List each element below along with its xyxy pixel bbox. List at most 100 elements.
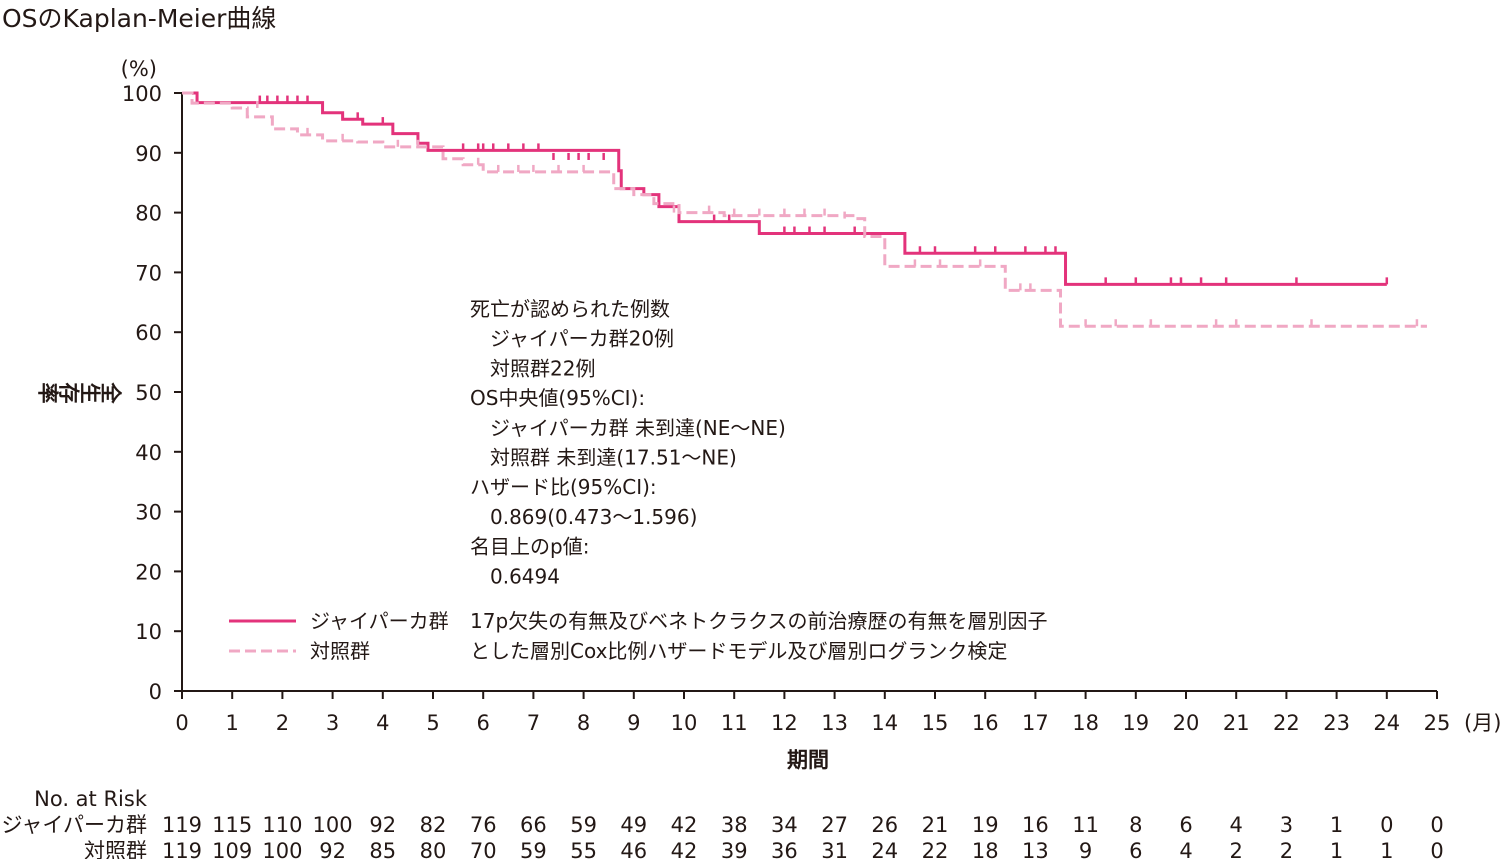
x-tick-label: 13 [821, 711, 848, 735]
risk-value: 82 [420, 813, 447, 837]
x-tick-label: 20 [1173, 711, 1200, 735]
risk-value: 11 [1072, 813, 1099, 837]
risk-value: 2 [1230, 839, 1243, 859]
y-tick-label: 90 [135, 142, 162, 166]
risk-value: 66 [520, 813, 547, 837]
risk-value: 2 [1280, 839, 1293, 859]
risk-value: 38 [721, 813, 748, 837]
risk-value: 1 [1330, 813, 1343, 837]
annotation-line: 死亡が認められた例数 [470, 297, 670, 321]
risk-row-label: ジャイパーカ群 [1, 813, 147, 837]
risk-value: 4 [1179, 839, 1192, 859]
annotation-line: 0.6494 [470, 564, 560, 588]
legend-label: 対照群 [310, 639, 370, 663]
x-tick-label: 8 [577, 711, 590, 735]
annotation-line: ジャイパーカ群 未到達(NE〜NE) [470, 416, 786, 440]
x-tick-label: 23 [1323, 711, 1350, 735]
x-tick-label: 7 [527, 711, 540, 735]
risk-value: 109 [212, 839, 252, 859]
y-tick-label: 30 [135, 501, 162, 525]
risk-value: 110 [262, 813, 302, 837]
annotation-line: 対照群 未到達(17.51〜NE) [470, 446, 737, 470]
footnote-line: 17p欠失の有無及びベネトクラクスの前治療歴の有無を層別因子 [470, 609, 1048, 633]
y-tick-label: 40 [135, 441, 162, 465]
risk-value: 6 [1129, 839, 1142, 859]
curves [182, 91, 1427, 328]
risk-value: 59 [570, 813, 597, 837]
x-tick-label: 17 [1022, 711, 1049, 735]
risk-value: 16 [1022, 813, 1049, 837]
legend-label: ジャイパーカ群 [310, 609, 449, 633]
risk-value: 31 [821, 839, 848, 859]
risk-value: 4 [1230, 813, 1243, 837]
risk-value: 59 [520, 839, 547, 859]
x-axis-unit: (月) [1464, 711, 1500, 735]
y-tick-label: 50 [135, 381, 162, 405]
x-axis-label: 期間 [787, 748, 829, 772]
risk-value: 76 [470, 813, 497, 837]
risk-value: 42 [671, 813, 698, 837]
risk-value: 24 [871, 839, 898, 859]
annotation-line: 名目上のp値: [470, 535, 589, 559]
risk-value: 13 [1022, 839, 1049, 859]
risk-value: 119 [162, 839, 202, 859]
risk-value: 27 [821, 813, 848, 837]
x-tick-label: 19 [1122, 711, 1149, 735]
x-tick-label: 22 [1273, 711, 1300, 735]
annotation-line: OS中央値(95%CI): [470, 386, 645, 410]
x-tick-label: 2 [276, 711, 289, 735]
y-tick-label: 80 [135, 202, 162, 226]
footnote-line: とした層別Cox比例ハザードモデル及び層別ログランク検定 [470, 639, 1007, 663]
risk-value: 9 [1079, 839, 1092, 859]
risk-value: 0 [1430, 839, 1443, 859]
y-tick-label: 10 [135, 620, 162, 644]
risk-value: 8 [1129, 813, 1142, 837]
stats-annotation: 死亡が認められた例数 ジャイパーカ群20例 対照群22例 OS中央値(95%CI)… [470, 297, 786, 588]
risk-value: 42 [671, 839, 698, 859]
x-tick-label: 0 [175, 711, 188, 735]
risk-value: 26 [871, 813, 898, 837]
risk-row-label: 対照群 [84, 839, 147, 859]
x-tick-label: 1 [226, 711, 239, 735]
risk-value: 21 [922, 813, 949, 837]
risk-value: 0 [1430, 813, 1443, 837]
y-tick-label: 0 [149, 680, 162, 704]
risk-value: 100 [262, 839, 302, 859]
risk-value: 39 [721, 839, 748, 859]
x-tick-label: 11 [721, 711, 748, 735]
risk-value: 115 [212, 813, 252, 837]
risk-value: 6 [1179, 813, 1192, 837]
x-tick-label: 6 [477, 711, 490, 735]
risk-value: 22 [922, 839, 949, 859]
x-tick-label: 24 [1373, 711, 1400, 735]
risk-value: 49 [620, 813, 647, 837]
annotation-line: 0.869(0.473〜1.596) [470, 505, 697, 529]
y-tick-label: 70 [135, 261, 162, 285]
x-tick-label: 21 [1223, 711, 1250, 735]
x-tick-label: 4 [376, 711, 389, 735]
x-tick-label: 5 [426, 711, 439, 735]
x-tick-label: 16 [972, 711, 999, 735]
risk-value: 119 [162, 813, 202, 837]
x-tick-label: 18 [1072, 711, 1099, 735]
x-tick-label: 9 [627, 711, 640, 735]
risk-value: 1 [1330, 839, 1343, 859]
chart-title: OSのKaplan-Meier曲線 [2, 4, 276, 33]
y-tick-label: 100 [122, 82, 162, 106]
annotation-line: ジャイパーカ群20例 [470, 327, 674, 351]
x-tick-label: 3 [326, 711, 339, 735]
y-axis-unit: (%) [121, 57, 157, 81]
risk-value: 80 [420, 839, 447, 859]
x-tick-label: 14 [871, 711, 898, 735]
risk-value: 36 [771, 839, 798, 859]
risk-table-header: No. at Risk [34, 787, 148, 811]
risk-value: 0 [1380, 813, 1393, 837]
risk-value: 85 [369, 839, 396, 859]
risk-value: 34 [771, 813, 798, 837]
risk-value: 92 [369, 813, 396, 837]
risk-value: 46 [620, 839, 647, 859]
